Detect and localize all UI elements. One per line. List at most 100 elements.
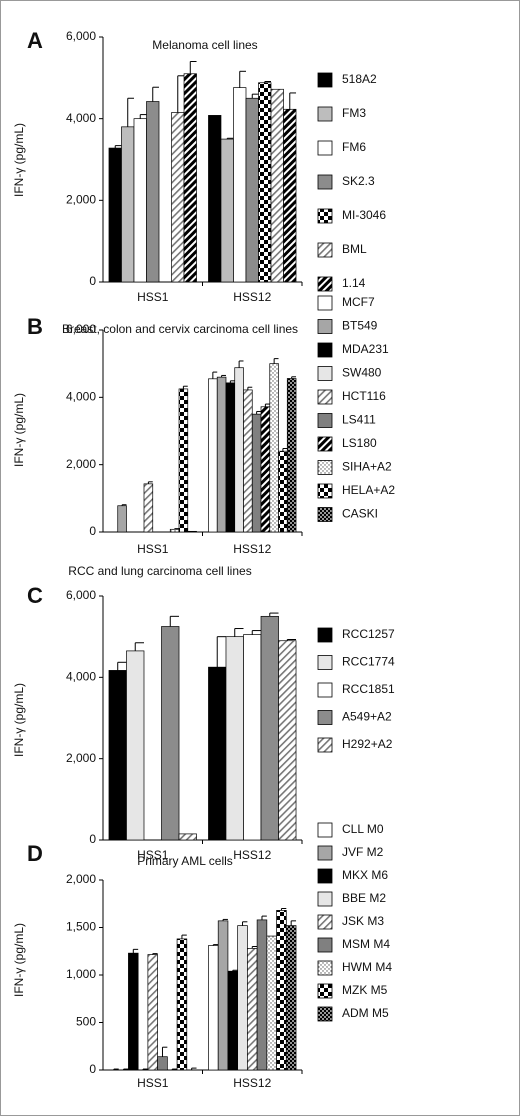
bar (270, 88, 284, 283)
x-tick-label: HSS12 (233, 848, 271, 862)
y-tick-label: 6,000 (66, 29, 96, 43)
error-bar (117, 661, 127, 671)
legend-label: MI-3046 (342, 208, 386, 222)
error-bar (177, 75, 185, 113)
error-bar (191, 1067, 197, 1070)
error-bar (269, 612, 279, 617)
y-tick-label: 2,000 (66, 872, 96, 886)
legend-swatch (317, 242, 333, 258)
bar (187, 530, 197, 533)
bar (108, 670, 127, 841)
error-bar (290, 920, 297, 926)
legend-label: SW480 (342, 366, 382, 380)
error-bar (212, 371, 218, 379)
x-tick-label: HSS12 (233, 1076, 271, 1090)
bar (216, 376, 227, 533)
y-tick-label: 500 (76, 1015, 96, 1029)
y-tick-label: 0 (89, 274, 96, 288)
legend-label: 518A2 (342, 72, 377, 86)
bar (286, 378, 297, 533)
legend-label: JVF M2 (342, 845, 384, 859)
bar (237, 925, 248, 1071)
chart-title: RCC and lung carcinoma cell lines (68, 564, 251, 578)
legend-label: SIHA+A2 (342, 460, 392, 474)
x-tick-label: HSS12 (233, 542, 271, 556)
legend-label: LS180 (342, 436, 377, 450)
legend-label: MSM M4 (342, 937, 390, 951)
error-bar (226, 137, 234, 140)
bar (217, 920, 229, 1071)
x-tick-label: HSS1 (137, 290, 169, 304)
bar (278, 640, 297, 841)
legend-label: MDA231 (342, 342, 389, 356)
legend-swatch (317, 914, 333, 930)
y-tick-label: 6,000 (66, 322, 96, 336)
bar (245, 97, 259, 283)
legend-label: MKX M6 (342, 868, 388, 882)
error-bar (114, 145, 122, 149)
x-tick-label: HSS12 (233, 290, 271, 304)
bar (176, 938, 188, 1071)
error-bar (152, 953, 158, 955)
bar (233, 87, 247, 283)
bar (258, 82, 272, 283)
legend-swatch (317, 822, 333, 838)
error-bar (261, 915, 267, 920)
legend-swatch (317, 389, 333, 405)
error-bar (113, 1068, 119, 1070)
error-bar (251, 93, 259, 99)
error-bar (234, 628, 244, 637)
legend-label: CLL M0 (342, 822, 384, 836)
legend-label: HWM M4 (342, 960, 392, 974)
legend-swatch (317, 710, 333, 725)
error-bar (264, 81, 272, 83)
error-bar (242, 921, 248, 926)
y-tick-label: 2,000 (66, 457, 96, 471)
bar (178, 833, 197, 841)
bar (251, 413, 262, 533)
y-tick-label: 1,500 (66, 920, 96, 934)
panel-letter: C (27, 583, 43, 608)
bar (117, 505, 127, 533)
error-bar (289, 92, 297, 110)
bar (278, 450, 288, 533)
legend-swatch (317, 627, 333, 643)
legend-swatch (317, 295, 333, 311)
error-bar (216, 636, 226, 668)
chart-title: Breast, colon and cervix carcinoma cell … (62, 322, 298, 336)
legend-label: H292+A2 (342, 737, 393, 751)
legend-swatch (317, 483, 333, 499)
error-bar (291, 376, 297, 379)
legend-label: RCC1851 (342, 682, 395, 696)
error-bar (181, 934, 187, 939)
legend-swatch (317, 366, 333, 381)
error-bar (251, 630, 262, 635)
legend-swatch (317, 413, 333, 428)
error-bar (147, 481, 153, 484)
error-bar (221, 374, 226, 378)
error-bar (222, 918, 228, 921)
legend-swatch (317, 208, 333, 224)
bar (146, 101, 160, 283)
error-bar (139, 114, 147, 119)
legend-label: BML (342, 242, 367, 256)
error-bar (247, 386, 253, 390)
y-tick-label: 0 (89, 1062, 96, 1076)
legend-label: SK2.3 (342, 174, 375, 188)
legend-swatch (317, 1006, 333, 1022)
error-bar (132, 948, 139, 954)
bar (220, 138, 234, 283)
legend-swatch (317, 140, 333, 156)
panel-letter: A (27, 28, 43, 53)
error-bar (169, 615, 180, 627)
legend-label: MZK M5 (342, 983, 388, 997)
legend-label: BT549 (342, 319, 378, 333)
bar (269, 363, 279, 533)
error-bar (189, 61, 197, 74)
legend-swatch (317, 891, 333, 907)
x-tick-label: HSS1 (137, 848, 169, 862)
bar (126, 650, 145, 841)
error-bar (127, 97, 134, 127)
error-bar (182, 385, 188, 389)
